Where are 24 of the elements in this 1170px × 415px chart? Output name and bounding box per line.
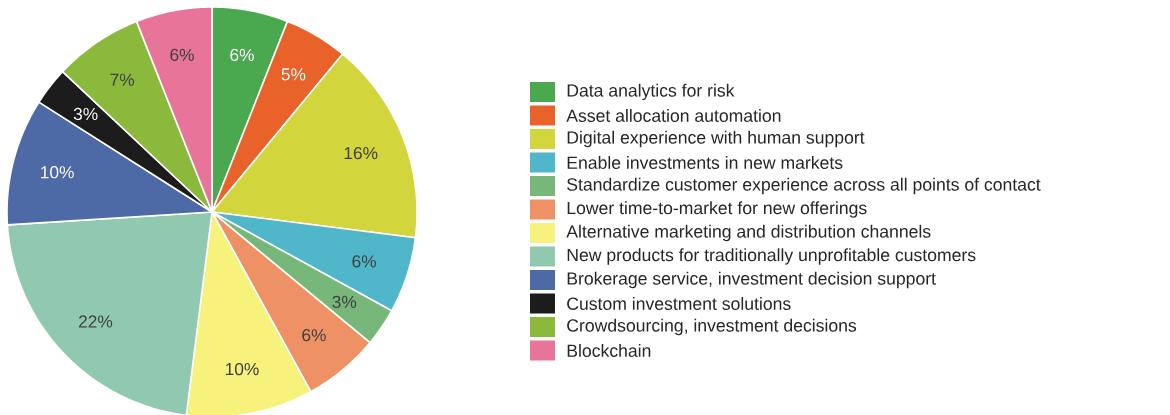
data-label: 16%	[344, 147, 378, 160]
legend-label: Data analytics for risk	[567, 83, 735, 101]
legend-label: Custom investment solutions	[567, 297, 791, 310]
data-label: 10%	[225, 362, 259, 376]
legend-label: Alternative marketing and distribution channels	[566, 224, 931, 242]
data-label: 6%	[302, 329, 326, 342]
legend-label: New products for traditionally unprofitable customers	[567, 248, 976, 265]
data-label: 6%	[170, 48, 194, 62]
data-label: 5%	[281, 68, 306, 81]
legend-label: Digital experience with human support	[567, 130, 865, 148]
legend-label: Blockchain	[567, 344, 651, 357]
data-label: 3%	[332, 295, 357, 308]
data-label: 10%	[41, 166, 74, 179]
data-label: 6%	[230, 48, 254, 62]
data-label: 3%	[73, 107, 98, 121]
data-label: 22%	[78, 315, 113, 328]
legend-label: Asset allocation automation	[566, 109, 781, 122]
legend-label: Standardize customer experience across all points of contact	[567, 177, 1041, 195]
legend-label: Enable investments in new markets	[567, 156, 843, 169]
legend-label: Brokerage service, investment decision support	[567, 271, 936, 289]
legend-label: Crowdsourcing, investment decisions	[567, 318, 857, 336]
data-label: 7%	[110, 73, 135, 86]
legend-label: Lower time-to-market for new offerings	[567, 201, 867, 218]
data-label: 6%	[352, 255, 376, 268]
